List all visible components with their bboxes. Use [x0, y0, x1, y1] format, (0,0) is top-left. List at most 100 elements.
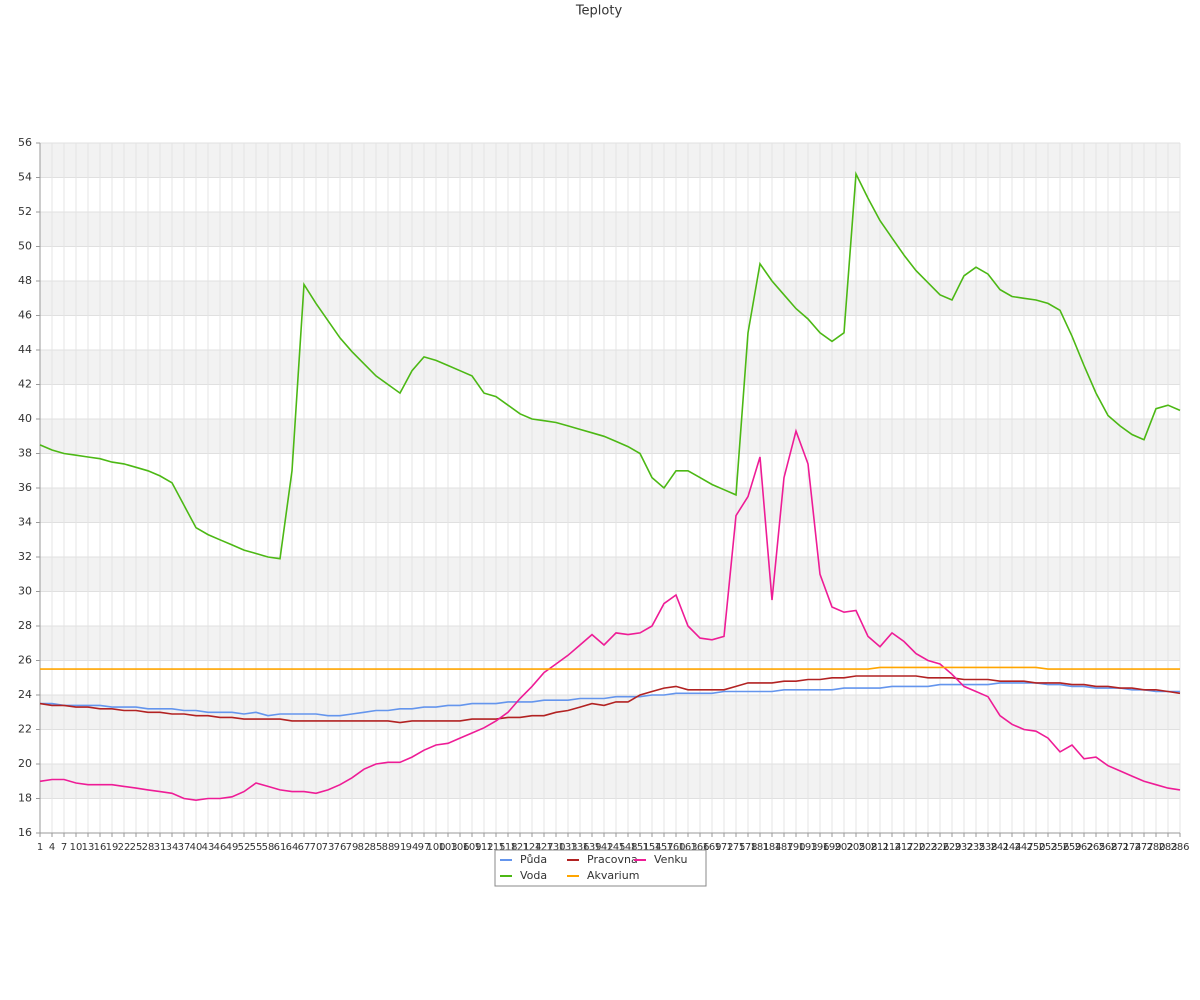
x-tick-label: 37	[178, 842, 191, 853]
y-tick-label: 44	[18, 343, 32, 356]
x-tick-label: 55	[250, 842, 263, 853]
x-tick-label: 79	[346, 842, 359, 853]
line-series	[40, 666, 1180, 670]
x-tick-label: 103	[438, 842, 457, 853]
x-tick-label: 259	[1062, 842, 1081, 853]
x-tick-label: 169	[702, 842, 721, 853]
x-tick-label: 202	[834, 842, 853, 853]
x-tick-label: 49	[226, 842, 239, 853]
x-tick-label: 286	[1170, 842, 1189, 853]
grid-band	[40, 143, 1180, 178]
x-tick-label: 271	[1110, 842, 1129, 853]
grid-band	[40, 281, 1180, 316]
x-tick-label: 223	[918, 842, 937, 853]
x-tick-label: 187	[774, 842, 793, 853]
y-tick-label: 24	[18, 688, 32, 701]
x-tick-label: 25	[130, 842, 143, 853]
grid-band	[40, 557, 1180, 592]
x-tick-label: 235	[966, 842, 985, 853]
x-tick-label: 229	[942, 842, 961, 853]
x-tick-label: 262	[1074, 842, 1093, 853]
x-tick-label: 196	[810, 842, 829, 853]
x-tick-label: 43	[202, 842, 215, 853]
line-series	[39, 171, 1181, 560]
y-tick-label: 42	[18, 378, 32, 391]
x-tick-label: 16	[94, 842, 107, 853]
x-tick-label: 7	[61, 842, 67, 853]
x-tick-label: 205	[846, 842, 865, 853]
x-tick-label: 148	[618, 842, 637, 853]
x-tick-label: 253	[1038, 842, 1057, 853]
x-tick-label: 226	[930, 842, 949, 853]
y-tick-label: 28	[18, 619, 32, 632]
x-tick-label: 94	[406, 842, 419, 853]
x-tick-label: 208	[858, 842, 877, 853]
x-tick-label: 247	[1014, 842, 1033, 853]
x-tick-label: 28	[142, 842, 155, 853]
x-tick-label: 124	[522, 842, 541, 853]
x-tick-label: 70	[310, 842, 323, 853]
x-tick-label: 151	[630, 842, 649, 853]
grid-band	[40, 764, 1180, 799]
x-tick-label: 34	[166, 842, 179, 853]
x-tick-label: 193	[798, 842, 817, 853]
x-tick-label: 100	[426, 842, 445, 853]
x-tick-label: 157	[654, 842, 673, 853]
y-tick-label: 30	[18, 585, 32, 598]
grid-band	[40, 212, 1180, 247]
y-tick-label: 34	[18, 516, 32, 529]
x-tick-label: 280	[1146, 842, 1165, 853]
x-tick-label: 184	[762, 842, 781, 853]
x-tick-label: 145	[606, 842, 625, 853]
x-tick-label: 217	[894, 842, 913, 853]
x-tick-label: 232	[954, 842, 973, 853]
grid-band	[40, 488, 1180, 523]
x-tick-label: 10	[70, 842, 83, 853]
x-tick-label: 76	[334, 842, 347, 853]
x-tick-label: 268	[1098, 842, 1117, 853]
x-tick-label: 211	[870, 842, 889, 853]
x-tick-label: 40	[190, 842, 203, 853]
x-tick-label: 82	[358, 842, 371, 853]
grid-band	[40, 419, 1180, 454]
y-tick-label: 56	[18, 136, 32, 149]
line-series	[39, 428, 1181, 802]
x-tick-label: 106	[450, 842, 469, 853]
legend: Půda Pracovna Venku Voda Akvarium	[494, 849, 707, 887]
y-tick-label: 52	[18, 205, 32, 218]
x-tick-label: 163	[678, 842, 697, 853]
x-tick-label: 274	[1122, 842, 1141, 853]
y-tick-label: 18	[18, 792, 32, 805]
x-tick-label: 166	[690, 842, 709, 853]
x-tick-label: 220	[906, 842, 925, 853]
x-tick-label: 178	[738, 842, 757, 853]
y-tick-label: 16	[18, 826, 32, 839]
x-tick-label: 256	[1050, 842, 1069, 853]
x-tick-label: 19	[106, 842, 119, 853]
x-tick-label: 175	[726, 842, 745, 853]
y-tick-label: 20	[18, 757, 32, 770]
x-tick-label: 61	[274, 842, 287, 853]
y-tick-label: 38	[18, 447, 32, 460]
x-tick-label: 238	[978, 842, 997, 853]
x-tick-label: 190	[786, 842, 805, 853]
x-tick-label: 115	[486, 842, 505, 853]
x-tick-label: 250	[1026, 842, 1045, 853]
y-tick-label: 46	[18, 309, 32, 322]
legend-label: Voda	[520, 869, 547, 882]
y-tick-label: 26	[18, 654, 32, 667]
x-tick-label: 136	[570, 842, 589, 853]
x-tick-label: 142	[594, 842, 613, 853]
x-tick-label: 241	[990, 842, 1009, 853]
x-tick-label: 109	[462, 842, 481, 853]
x-tick-label: 97	[418, 842, 431, 853]
line-series	[39, 675, 1181, 724]
x-tick-label: 139	[582, 842, 601, 853]
x-tick-label: 13	[82, 842, 95, 853]
x-tick-label: 4	[49, 842, 55, 853]
x-tick-label: 88	[382, 842, 395, 853]
x-tick-label: 91	[394, 842, 407, 853]
grid-band	[40, 350, 1180, 385]
